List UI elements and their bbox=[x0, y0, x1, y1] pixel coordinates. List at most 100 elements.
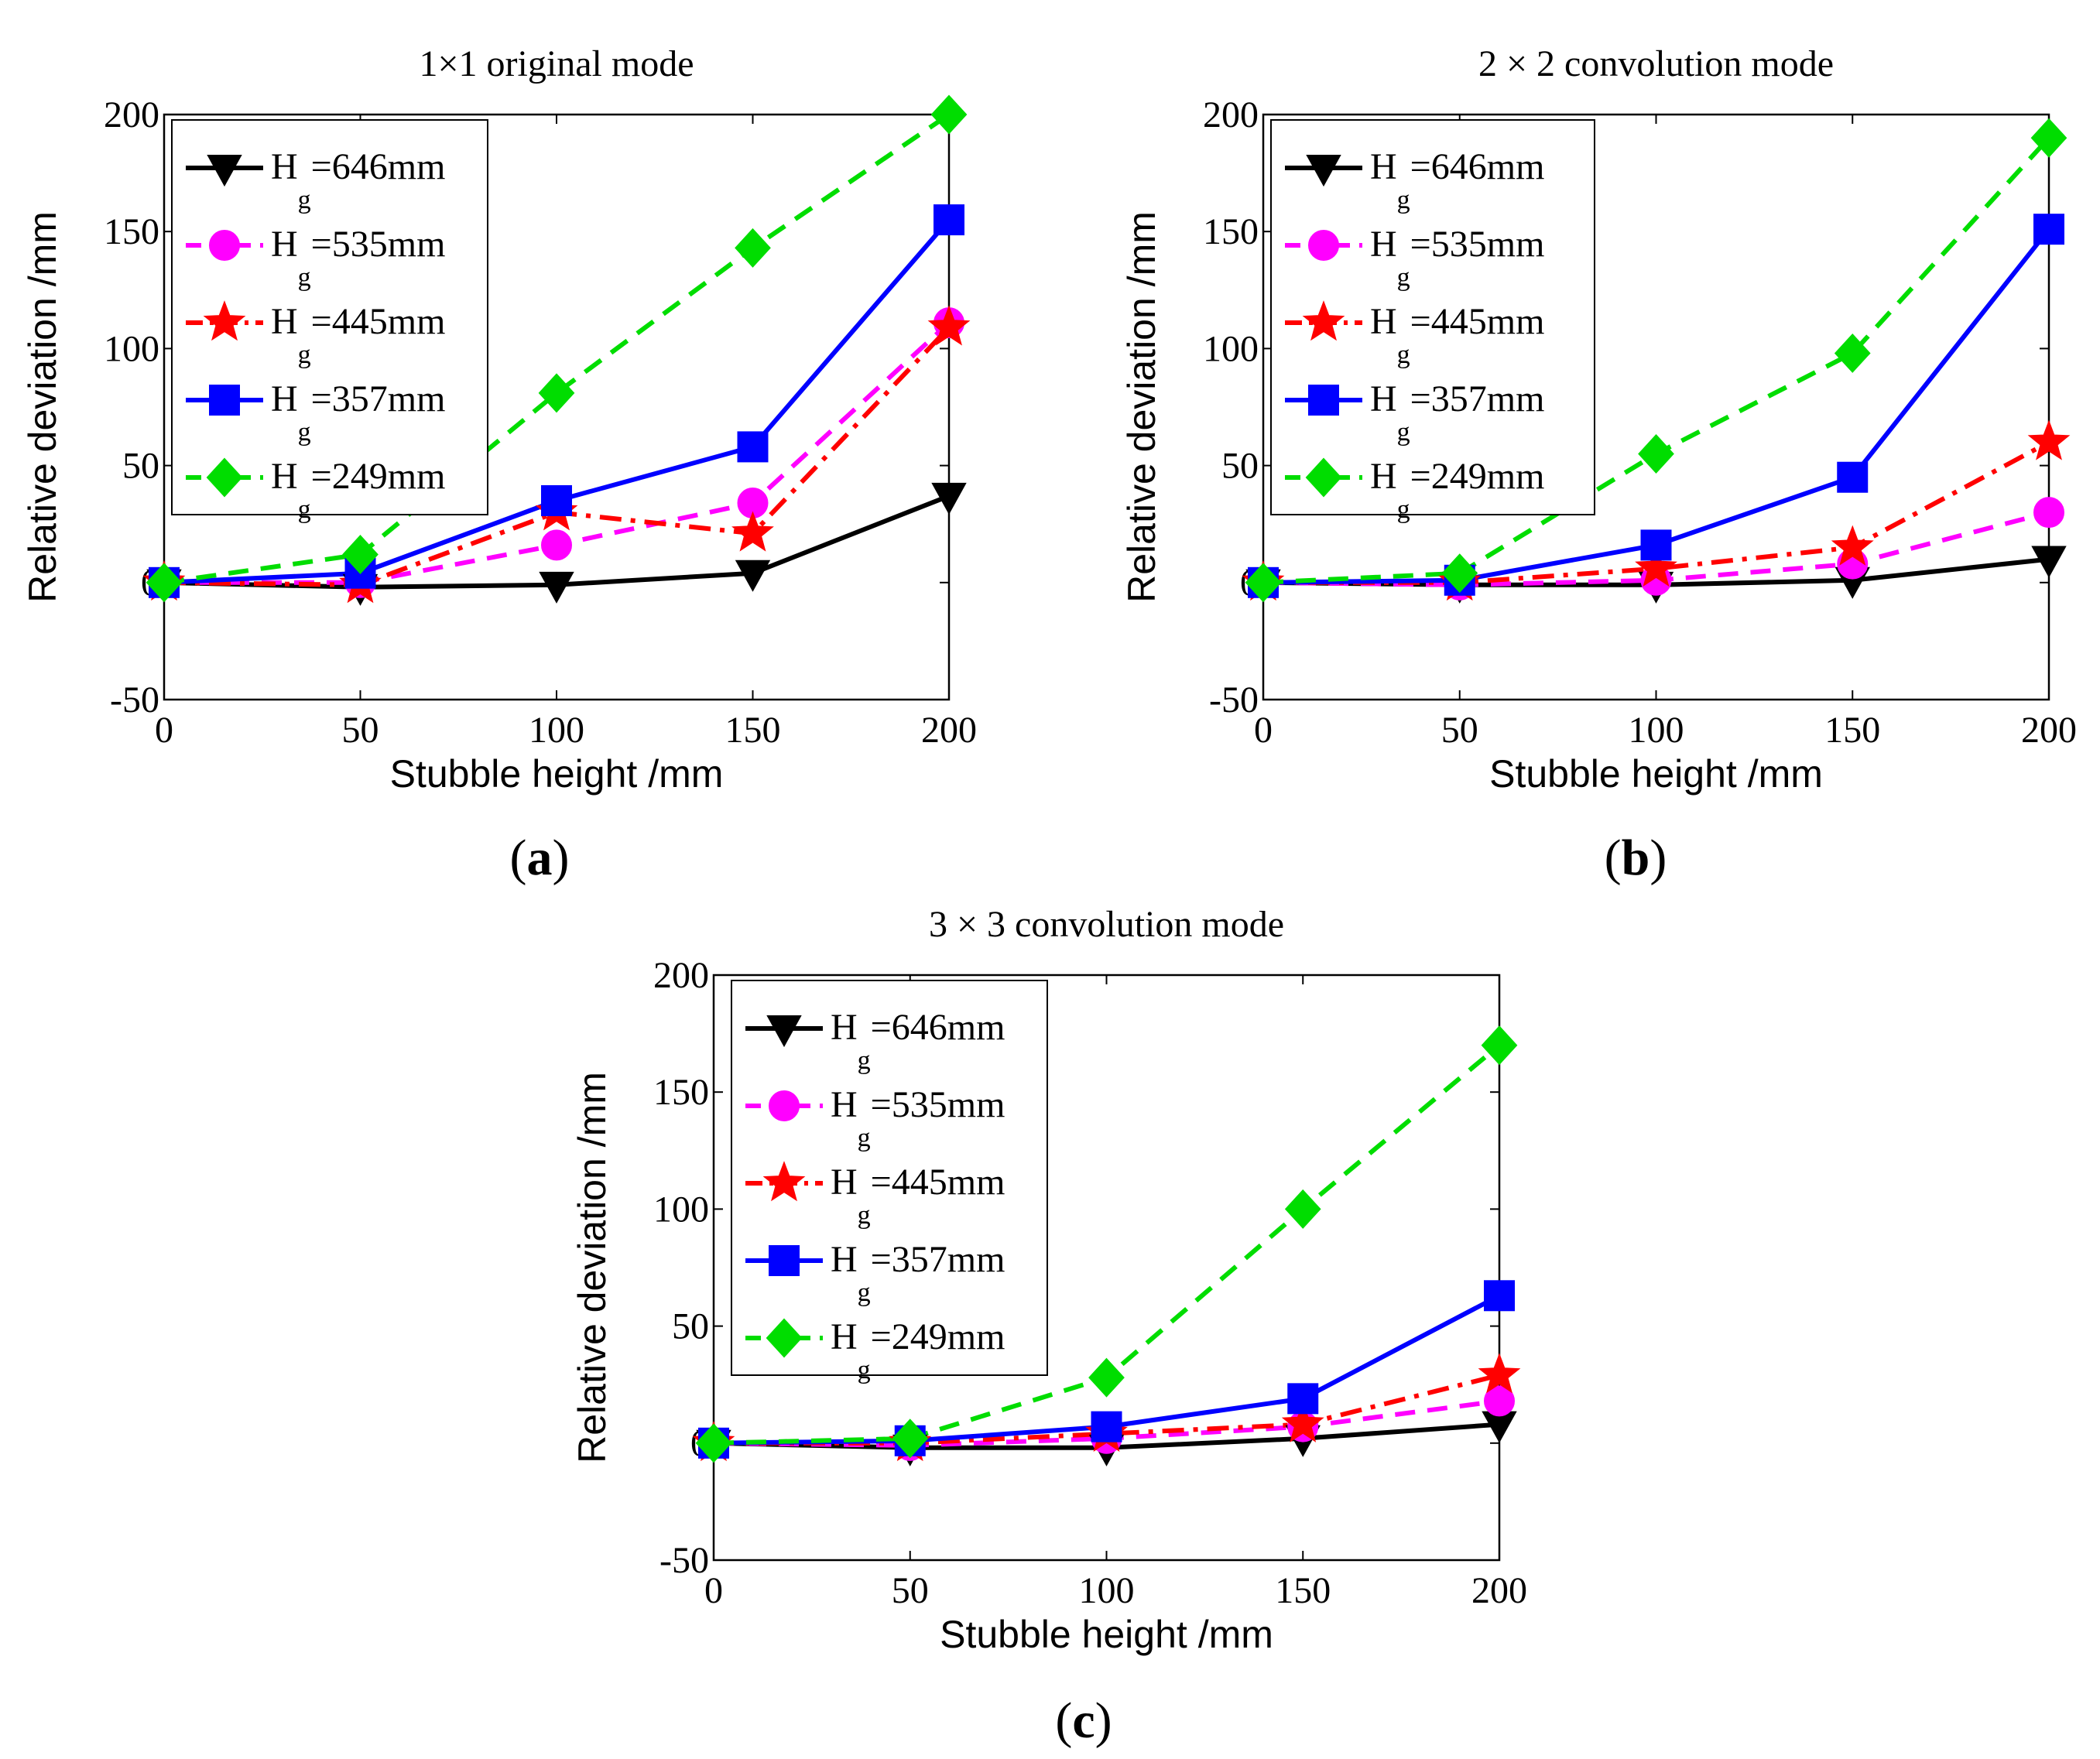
y-axis-label: Relative deviation /mm bbox=[570, 1072, 614, 1463]
legend-item-535mm: Hg=535mm bbox=[186, 224, 445, 292]
data-point bbox=[2027, 419, 2071, 460]
data-point bbox=[541, 484, 572, 516]
legend-marker bbox=[1306, 155, 1341, 187]
y-axis-label: Relative deviation /mm bbox=[1120, 211, 1163, 603]
data-point bbox=[1640, 529, 1672, 561]
data-point bbox=[1281, 1401, 1324, 1442]
data-point bbox=[927, 305, 971, 346]
panel-label: (a) bbox=[510, 830, 570, 886]
x-tick-label: 200 bbox=[1471, 1570, 1527, 1611]
legend-marker bbox=[206, 457, 243, 498]
legend-item-646mm: Hg=646mm bbox=[186, 146, 445, 214]
y-tick-label: 200 bbox=[653, 955, 709, 996]
data-point bbox=[735, 228, 771, 268]
y-tick-label: 200 bbox=[1203, 94, 1259, 135]
data-point bbox=[892, 1418, 929, 1459]
x-axis-label: Stubble height /mm bbox=[940, 1613, 1273, 1656]
chart-panel-c: 3 × 3 convolution mode050100150200-50050… bbox=[570, 904, 1527, 1749]
legend-label: Hg=249mm bbox=[831, 1316, 1005, 1384]
legend-label: Hg=535mm bbox=[1370, 224, 1544, 292]
legend-marker bbox=[769, 1245, 800, 1276]
x-tick-label: 50 bbox=[1441, 710, 1478, 751]
panel-label: (b) bbox=[1605, 830, 1667, 886]
data-point bbox=[1481, 1025, 1518, 1066]
data-point bbox=[2031, 546, 2067, 578]
legend-item-357mm: Hg=357mm bbox=[745, 1239, 1005, 1307]
series-line-249mm bbox=[163, 112, 951, 585]
panel-label: (c) bbox=[1055, 1692, 1112, 1749]
x-tick-label: 150 bbox=[725, 710, 781, 751]
data-point bbox=[735, 560, 771, 592]
legend-marker bbox=[762, 1161, 806, 1202]
legend-label: Hg=646mm bbox=[831, 1007, 1005, 1075]
x-tick-label: 0 bbox=[1254, 710, 1273, 751]
x-tick-label: 200 bbox=[2021, 710, 2077, 751]
legend-item-445mm: Hg=445mm bbox=[1285, 300, 1544, 369]
data-point bbox=[1834, 333, 1871, 373]
x-tick-label: 200 bbox=[921, 710, 977, 751]
legend-marker bbox=[1305, 457, 1342, 498]
data-point bbox=[1088, 1357, 1125, 1398]
legend-label: Hg=249mm bbox=[1370, 456, 1544, 524]
legend-item-535mm: Hg=535mm bbox=[1285, 224, 1544, 292]
data-point bbox=[1478, 1353, 1521, 1394]
data-point bbox=[541, 529, 572, 561]
x-tick-label: 50 bbox=[892, 1570, 929, 1611]
y-tick-label: -50 bbox=[1209, 679, 1259, 720]
legend-marker bbox=[203, 300, 246, 341]
legend-item-646mm: Hg=646mm bbox=[745, 1007, 1005, 1075]
series-points-249mm bbox=[1245, 118, 2067, 603]
x-tick-label: 100 bbox=[529, 710, 584, 751]
legend-label: Hg=646mm bbox=[271, 146, 445, 214]
y-tick-label: -50 bbox=[110, 679, 159, 720]
chart-panel-a: 1×1 original mode050100150200-5005010015… bbox=[21, 43, 977, 886]
data-point bbox=[934, 204, 964, 236]
y-axis-label: Relative deviation /mm bbox=[21, 211, 64, 603]
legend-label: Hg=646mm bbox=[1370, 146, 1544, 214]
legend-marker bbox=[207, 155, 242, 187]
y-tick-label: -50 bbox=[659, 1540, 709, 1581]
legend-label: Hg=445mm bbox=[271, 301, 445, 369]
chart-title: 3 × 3 convolution mode bbox=[929, 904, 1284, 945]
legend-label: Hg=357mm bbox=[271, 378, 445, 447]
data-point bbox=[2030, 118, 2067, 158]
data-point bbox=[538, 373, 575, 413]
y-tick-label: 50 bbox=[122, 446, 159, 487]
y-tick-label: 100 bbox=[1203, 328, 1259, 369]
legend-item-249mm: Hg=249mm bbox=[1285, 456, 1544, 524]
legend-label: Hg=357mm bbox=[831, 1239, 1005, 1307]
x-tick-label: 150 bbox=[1275, 1570, 1331, 1611]
legend-label: Hg=535mm bbox=[271, 224, 445, 292]
legend-item-249mm: Hg=249mm bbox=[745, 1316, 1005, 1384]
legend-label: Hg=535mm bbox=[831, 1084, 1005, 1152]
data-point bbox=[1441, 553, 1478, 594]
legend-label: Hg=445mm bbox=[831, 1162, 1005, 1230]
data-point bbox=[1831, 525, 1874, 566]
data-point bbox=[1484, 1280, 1515, 1312]
data-point bbox=[1284, 1189, 1321, 1229]
x-tick-label: 100 bbox=[1079, 1570, 1135, 1611]
data-point bbox=[539, 571, 574, 604]
x-tick-label: 0 bbox=[704, 1570, 723, 1611]
data-point bbox=[1484, 1385, 1515, 1417]
y-tick-label: 100 bbox=[104, 328, 159, 369]
legend-label: Hg=249mm bbox=[271, 456, 445, 524]
y-tick-label: 50 bbox=[672, 1306, 709, 1347]
x-axis-label: Stubble height /mm bbox=[1489, 752, 1823, 796]
legend-item-445mm: Hg=445mm bbox=[186, 300, 445, 369]
legend-marker bbox=[209, 385, 240, 416]
y-tick-label: 50 bbox=[1221, 446, 1259, 487]
data-point bbox=[2033, 497, 2064, 529]
data-point bbox=[146, 563, 183, 603]
legend-marker bbox=[1302, 300, 1345, 341]
series-points-249mm bbox=[146, 94, 968, 603]
legend-marker bbox=[1308, 230, 1339, 261]
legend-item-646mm: Hg=646mm bbox=[1285, 146, 1544, 214]
legend-item-535mm: Hg=535mm bbox=[745, 1084, 1005, 1152]
legend: Hg=646mm Hg=535mm Hg=445mm Hg=357mm Hg=249mm bbox=[1270, 119, 1595, 524]
x-tick-label: 50 bbox=[342, 710, 379, 751]
chart-title: 2 × 2 convolution mode bbox=[1478, 43, 1834, 84]
data-point bbox=[930, 94, 968, 135]
data-point bbox=[1638, 434, 1674, 474]
